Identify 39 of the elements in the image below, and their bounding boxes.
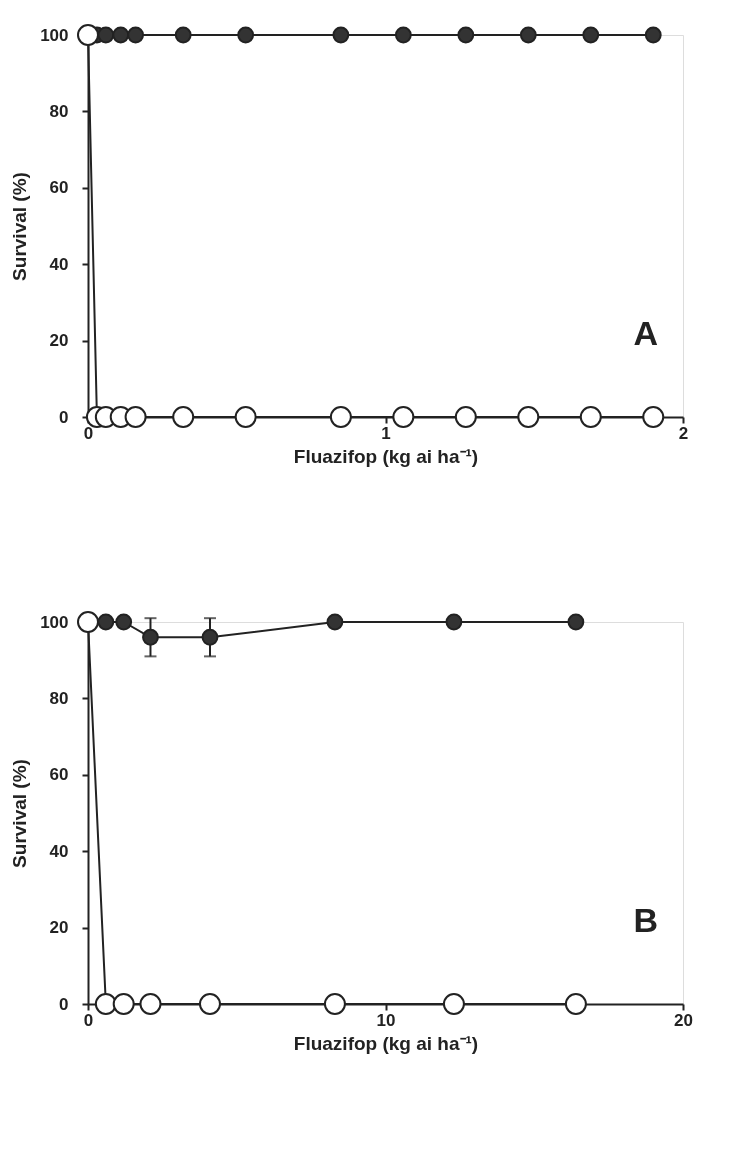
point <box>445 613 463 631</box>
point <box>323 993 346 1015</box>
annotation: A <box>633 314 658 352</box>
x-tick-label: 1 <box>381 423 391 443</box>
point <box>142 628 159 646</box>
y-tick-label: 80 <box>49 101 69 121</box>
x-tick-label: 0 <box>83 1010 94 1030</box>
annotation: B <box>633 901 658 939</box>
point <box>139 993 162 1015</box>
y-tick-label: 60 <box>49 765 69 785</box>
point <box>198 993 221 1015</box>
point <box>77 611 99 633</box>
y-tick-label: 100 <box>40 612 69 632</box>
y-axis-title: Survival (%) <box>9 759 31 868</box>
y-tick-label: 80 <box>49 688 69 708</box>
x-axis-title: Fluazifop (kg ai ha⁻¹) <box>293 445 479 467</box>
point <box>567 613 585 631</box>
x-tick-label: 0 <box>83 423 94 443</box>
x-tick-label: 2 <box>678 423 689 443</box>
point <box>326 613 344 631</box>
point <box>94 993 117 1015</box>
y-tick-label: 20 <box>49 918 69 938</box>
y-tick-label: 60 <box>49 178 69 198</box>
y-axis-title: Survival (%) <box>9 172 31 281</box>
x-tick-label: 10 <box>376 1010 396 1030</box>
point <box>97 613 115 631</box>
point <box>442 993 465 1015</box>
y-tick-label: 20 <box>49 331 69 351</box>
x-tick-label: 20 <box>674 1010 693 1030</box>
x-axis-title: Fluazifop (kg ai ha⁻¹) <box>293 1032 479 1054</box>
point <box>564 993 587 1015</box>
y-tick-label: 100 <box>40 25 69 45</box>
y-tick-label: 40 <box>49 841 69 861</box>
y-tick-label: 0 <box>59 994 69 1014</box>
y-tick-label: 0 <box>59 407 69 427</box>
y-tick-label: 40 <box>49 254 69 274</box>
point <box>112 993 135 1015</box>
point <box>201 628 219 646</box>
point <box>115 613 133 631</box>
